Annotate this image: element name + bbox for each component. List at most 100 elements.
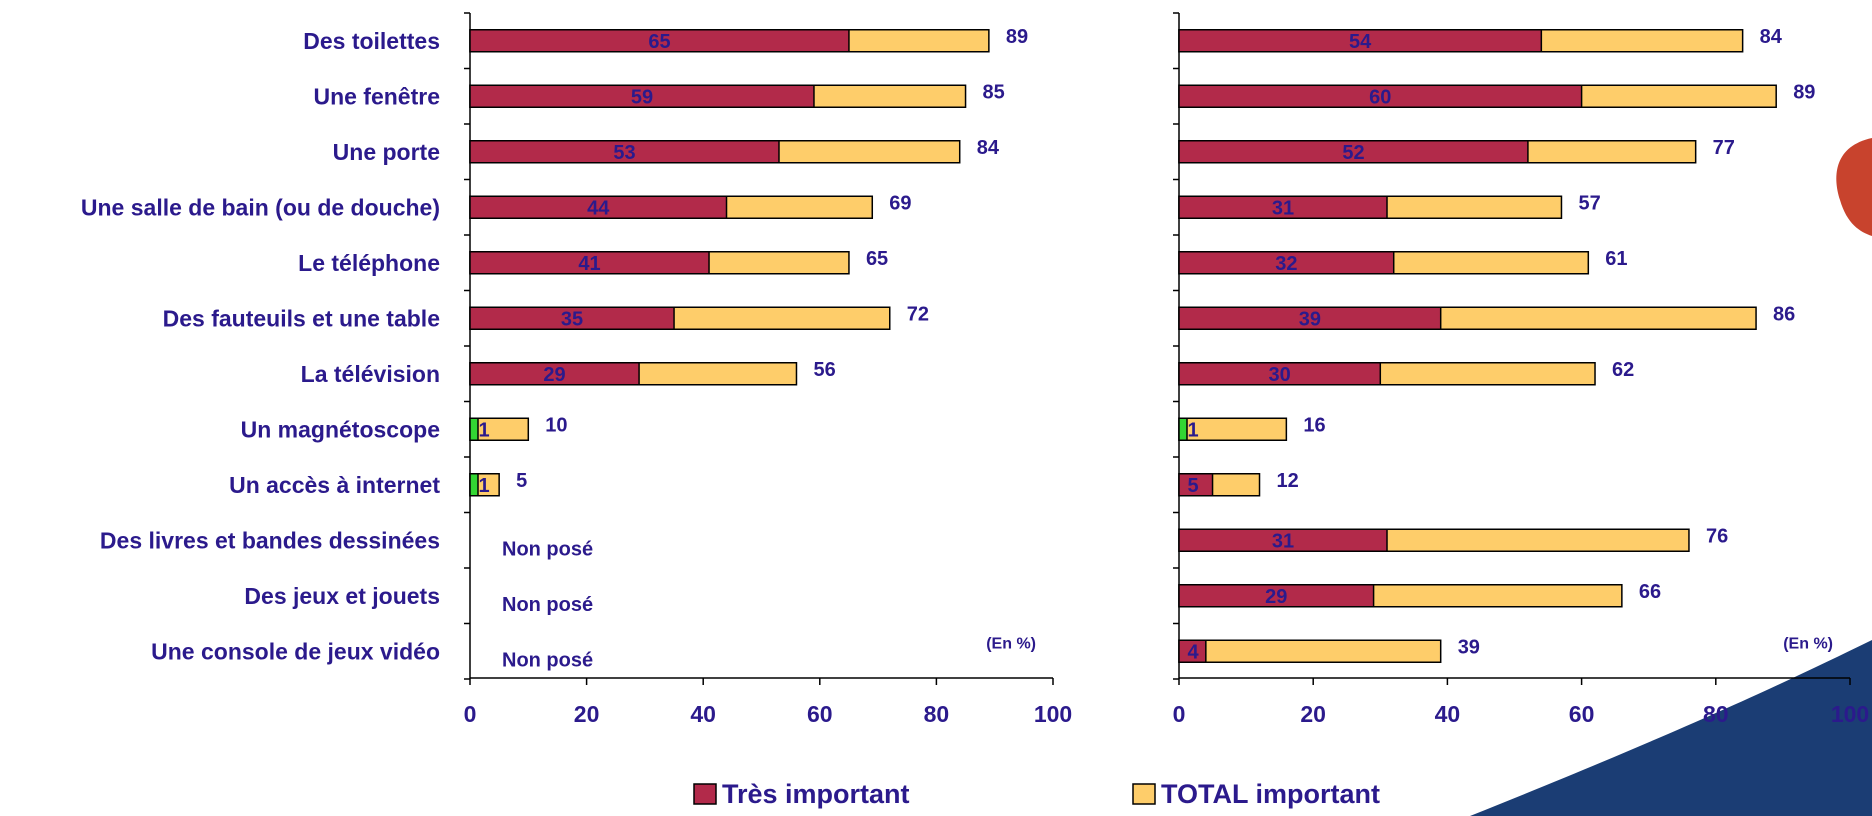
data-label-tres-important: 65 <box>648 31 670 53</box>
x-tick-label-20: 20 <box>1300 701 1326 727</box>
data-label-total-important: 66 <box>1639 581 1661 603</box>
bar-tres-important-des-toilettes <box>1178 29 1543 53</box>
decorative-corner-shape <box>1470 640 1872 816</box>
x-tick-label-40: 40 <box>690 701 716 727</box>
not-asked-label: Non posé <box>502 594 593 616</box>
category-label-la-television: La télévision <box>301 361 440 387</box>
legend-swatch-total-important <box>1132 783 1156 805</box>
category-label-un-magnetoscope: Un magnétoscope <box>241 416 440 442</box>
decorative-red-shape <box>1836 138 1872 236</box>
bar-tres-important-un-acces-a-internet <box>1178 473 1214 497</box>
data-label-tres-important: 30 <box>1269 364 1291 386</box>
bar-total-important-une-console-de-jeux-video <box>1178 639 1442 663</box>
bar-tres-important-des-fauteuils-et-une-table <box>1178 306 1442 330</box>
data-label-total-important: 84 <box>1760 26 1783 48</box>
bar-tres-important-le-telephone <box>1178 251 1395 275</box>
category-label-un-acces-a-internet: Un accès à internet <box>229 472 440 498</box>
legend-label-total-important: TOTAL important <box>1161 779 1380 809</box>
data-label-total-important: 84 <box>977 137 1000 159</box>
data-label-tres-important: 1 <box>1187 419 1198 441</box>
bar-tres-important-une-fenetre <box>1178 84 1583 108</box>
x-tick-label-80: 80 <box>1703 701 1729 727</box>
bar-tres-important-une-porte <box>469 140 780 164</box>
bar-tres-important-la-television <box>469 362 640 386</box>
data-label-tres-important: 35 <box>561 308 583 330</box>
category-labels: Des toilettes Une fenêtre Une porte Une sal… <box>81 28 440 665</box>
data-label-tres-important: 52 <box>1342 142 1364 164</box>
bar-tres-important-la-television <box>1178 362 1382 386</box>
bar-tres-important-une-fenetre <box>469 84 815 108</box>
data-label-total-important: 57 <box>1578 192 1600 214</box>
x-tick-label-100: 100 <box>1034 701 1072 727</box>
legend-swatch-tres-important <box>693 783 717 805</box>
data-label-tres-important: 1 <box>478 475 489 497</box>
chart-panel-left: 0 20 40 60 80 100 (En %) 65 89 59 85 53 84 44 69 41 65 35… <box>464 12 1072 727</box>
data-label-total-important: 69 <box>889 192 911 214</box>
data-label-total-important: 85 <box>983 81 1005 103</box>
data-label-tres-important: 44 <box>587 197 610 219</box>
category-label-une-salle-de-bain-ou-de-douche: Une salle de bain (ou de douche) <box>81 194 440 220</box>
data-label-total-important: 12 <box>1277 470 1299 492</box>
data-label-tres-important: 1 <box>478 419 489 441</box>
data-label-tres-important: 60 <box>1369 86 1391 108</box>
data-label-total-important: 77 <box>1713 137 1735 159</box>
bar-tres-important-une-salle-de-bain-ou-de-douche <box>1178 195 1388 219</box>
data-label-tres-important: 31 <box>1272 530 1294 552</box>
category-label-une-porte: Une porte <box>333 139 440 165</box>
category-label-des-livres-et-bandes-dessinees: Des livres et bandes dessinées <box>100 527 440 553</box>
x-tick-label-80: 80 <box>924 701 950 727</box>
bar-tres-important-une-console-de-jeux-video <box>1178 639 1207 663</box>
data-label-total-important: 86 <box>1773 303 1795 325</box>
unit-note-left: (En %) <box>986 635 1036 652</box>
data-label-tres-important: 41 <box>578 253 600 275</box>
data-label-total-important: 16 <box>1303 414 1325 436</box>
data-label-total-important: 39 <box>1458 636 1480 658</box>
x-tick-label-20: 20 <box>574 701 600 727</box>
category-label-le-telephone: Le téléphone <box>298 250 440 276</box>
bar-tres-important-un-acces-a-internet <box>469 473 479 497</box>
category-label-des-jeux-et-jouets: Des jeux et jouets <box>244 583 440 609</box>
bar-tres-important-le-telephone <box>469 251 710 275</box>
bar-tres-important-des-fauteuils-et-une-table <box>469 306 675 330</box>
category-label-une-console-de-jeux-video: Une console de jeux vidéo <box>151 638 440 664</box>
legend-label-tres-important: Très important <box>722 779 910 809</box>
bar-tres-important-des-toilettes <box>469 29 850 53</box>
data-label-total-important: 65 <box>866 248 888 270</box>
category-label-une-fenetre: Une fenêtre <box>313 83 440 109</box>
bar-tres-important-une-porte <box>1178 140 1529 164</box>
data-label-total-important: 72 <box>907 303 929 325</box>
data-label-tres-important: 32 <box>1275 253 1297 275</box>
bar-tres-important-des-jeux-et-jouets <box>1178 584 1375 608</box>
x-tick-label-60: 60 <box>1569 701 1595 727</box>
unit-note-right: (En %) <box>1783 635 1833 652</box>
x-tick-label-0: 0 <box>1173 701 1186 727</box>
x-tick-label-0: 0 <box>464 701 477 727</box>
category-label-des-toilettes: Des toilettes <box>303 28 440 54</box>
data-label-tres-important: 5 <box>1187 475 1198 497</box>
data-label-tres-important: 53 <box>613 142 635 164</box>
data-label-total-important: 62 <box>1612 359 1634 381</box>
category-label-des-fauteuils-et-une-table: Des fauteuils et une table <box>163 305 440 331</box>
bar-tres-important-un-magnetoscope <box>1178 417 1188 441</box>
data-label-tres-important: 31 <box>1272 197 1294 219</box>
data-label-total-important: 89 <box>1793 81 1815 103</box>
data-label-total-important: 5 <box>516 470 527 492</box>
data-label-total-important: 89 <box>1006 26 1028 48</box>
data-label-tres-important: 4 <box>1187 641 1199 663</box>
bar-tres-important-un-magnetoscope <box>469 417 479 441</box>
data-label-tres-important: 59 <box>631 86 653 108</box>
legend: Très important TOTAL important <box>693 779 1380 809</box>
x-tick-label-40: 40 <box>1435 701 1461 727</box>
data-label-total-important: 61 <box>1605 248 1627 270</box>
bar-tres-important-des-livres-et-bandes-dessinees <box>1178 528 1388 552</box>
not-asked-label: Non posé <box>502 649 593 671</box>
data-label-tres-important: 39 <box>1299 308 1321 330</box>
data-label-total-important: 56 <box>813 359 835 381</box>
bar-tres-important-une-salle-de-bain-ou-de-douche <box>469 195 728 219</box>
x-tick-label-60: 60 <box>807 701 833 727</box>
x-tick-label-100: 100 <box>1831 701 1869 727</box>
data-label-tres-important: 29 <box>1265 586 1287 608</box>
data-label-tres-important: 54 <box>1349 31 1372 53</box>
